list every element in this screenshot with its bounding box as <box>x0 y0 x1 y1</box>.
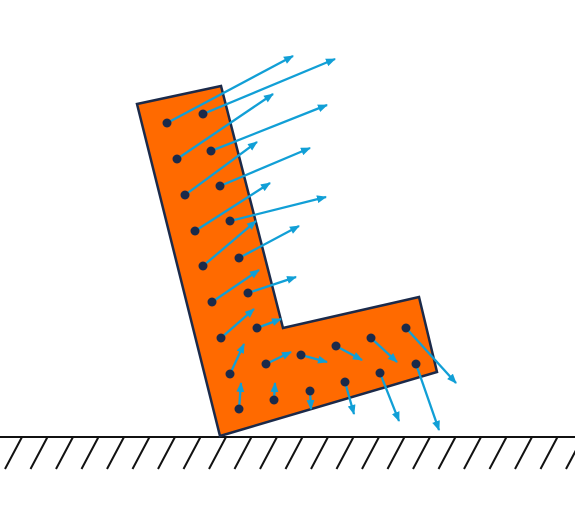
ground-hatch <box>55 436 74 470</box>
material-point-icon <box>366 333 376 343</box>
material-point-icon <box>206 146 216 156</box>
material-point-icon <box>234 404 244 414</box>
ground-hatch <box>182 436 202 470</box>
ground-hatch <box>386 436 406 470</box>
material-point-icon <box>252 323 262 333</box>
material-point-icon <box>234 253 244 263</box>
ground-hatch <box>106 436 125 470</box>
velocity-arrow-icon <box>202 220 257 267</box>
material-point-icon <box>375 368 385 378</box>
material-point-icon <box>225 216 235 226</box>
material-point-icon <box>172 154 182 164</box>
material-points <box>162 109 421 414</box>
ground-hatch <box>80 436 100 470</box>
ground-hatch <box>208 436 227 470</box>
velocity-arrow-icon <box>211 269 260 303</box>
velocity-arrow-icon <box>229 195 327 223</box>
velocity-arrow-icon <box>228 343 246 375</box>
material-point-icon <box>411 359 421 369</box>
material-point-icon <box>225 369 235 379</box>
ground-hatch <box>514 436 533 470</box>
material-point-icon <box>207 297 217 307</box>
velocity-arrow-icon <box>335 344 363 362</box>
material-point-icon <box>401 323 411 333</box>
velocity-arrow-icon <box>238 224 300 260</box>
ground-hatch <box>131 436 151 470</box>
ground-hatch <box>4 436 23 470</box>
material-point-icon <box>305 386 315 396</box>
hatched-ground-icon <box>0 436 575 470</box>
ground-hatch <box>335 436 355 470</box>
ground-hatch <box>29 436 49 470</box>
ground-hatch <box>437 436 457 470</box>
material-point-icon <box>162 118 172 128</box>
material-point-icon <box>198 109 208 119</box>
material-point-icon <box>296 350 306 360</box>
material-point-icon <box>243 288 253 298</box>
velocity-arrow-icon <box>219 146 311 188</box>
ground-hatch <box>565 449 575 470</box>
material-point-icon <box>269 395 279 405</box>
material-point-icon <box>180 190 190 200</box>
ground-hatch <box>284 436 304 470</box>
velocity-arrow-icon <box>265 350 292 366</box>
ground-hatch <box>157 436 176 470</box>
material-point-icon <box>215 181 225 191</box>
velocity-arrow-icon <box>176 93 274 160</box>
velocity-arrow-icon <box>210 103 328 153</box>
velocity-arrow-icon <box>166 54 294 125</box>
velocity-arrow-icon <box>414 363 441 431</box>
velocity-arrow-icon <box>184 141 258 196</box>
material-point-icon <box>198 261 208 271</box>
velocity-arrow-icon <box>220 308 255 339</box>
ground-hatch <box>310 436 329 470</box>
material-point-icon <box>340 377 350 387</box>
velocity-arrow-icon <box>370 337 398 363</box>
ground-hatch <box>488 436 508 470</box>
ground-hatch <box>361 436 380 470</box>
velocity-arrow-icon <box>378 372 401 422</box>
velocity-arrow-icon <box>343 381 356 415</box>
ground-hatch <box>259 436 278 470</box>
material-point-icon <box>261 359 271 369</box>
material-point-icon <box>190 226 200 236</box>
material-point-icon <box>216 333 226 343</box>
ground-hatch <box>412 436 431 470</box>
material-point-icon <box>331 341 341 351</box>
velocity-arrows <box>166 54 457 431</box>
ground-hatch <box>233 436 253 470</box>
velocity-arrow-icon <box>194 182 271 232</box>
l-shaped-body <box>135 84 439 438</box>
velocity-arrow-icon <box>247 275 297 295</box>
ground-hatch <box>463 436 482 470</box>
ground-hatch <box>539 436 559 470</box>
velocity-arrow-icon <box>202 57 336 116</box>
velocity-arrow-icon <box>405 327 457 384</box>
